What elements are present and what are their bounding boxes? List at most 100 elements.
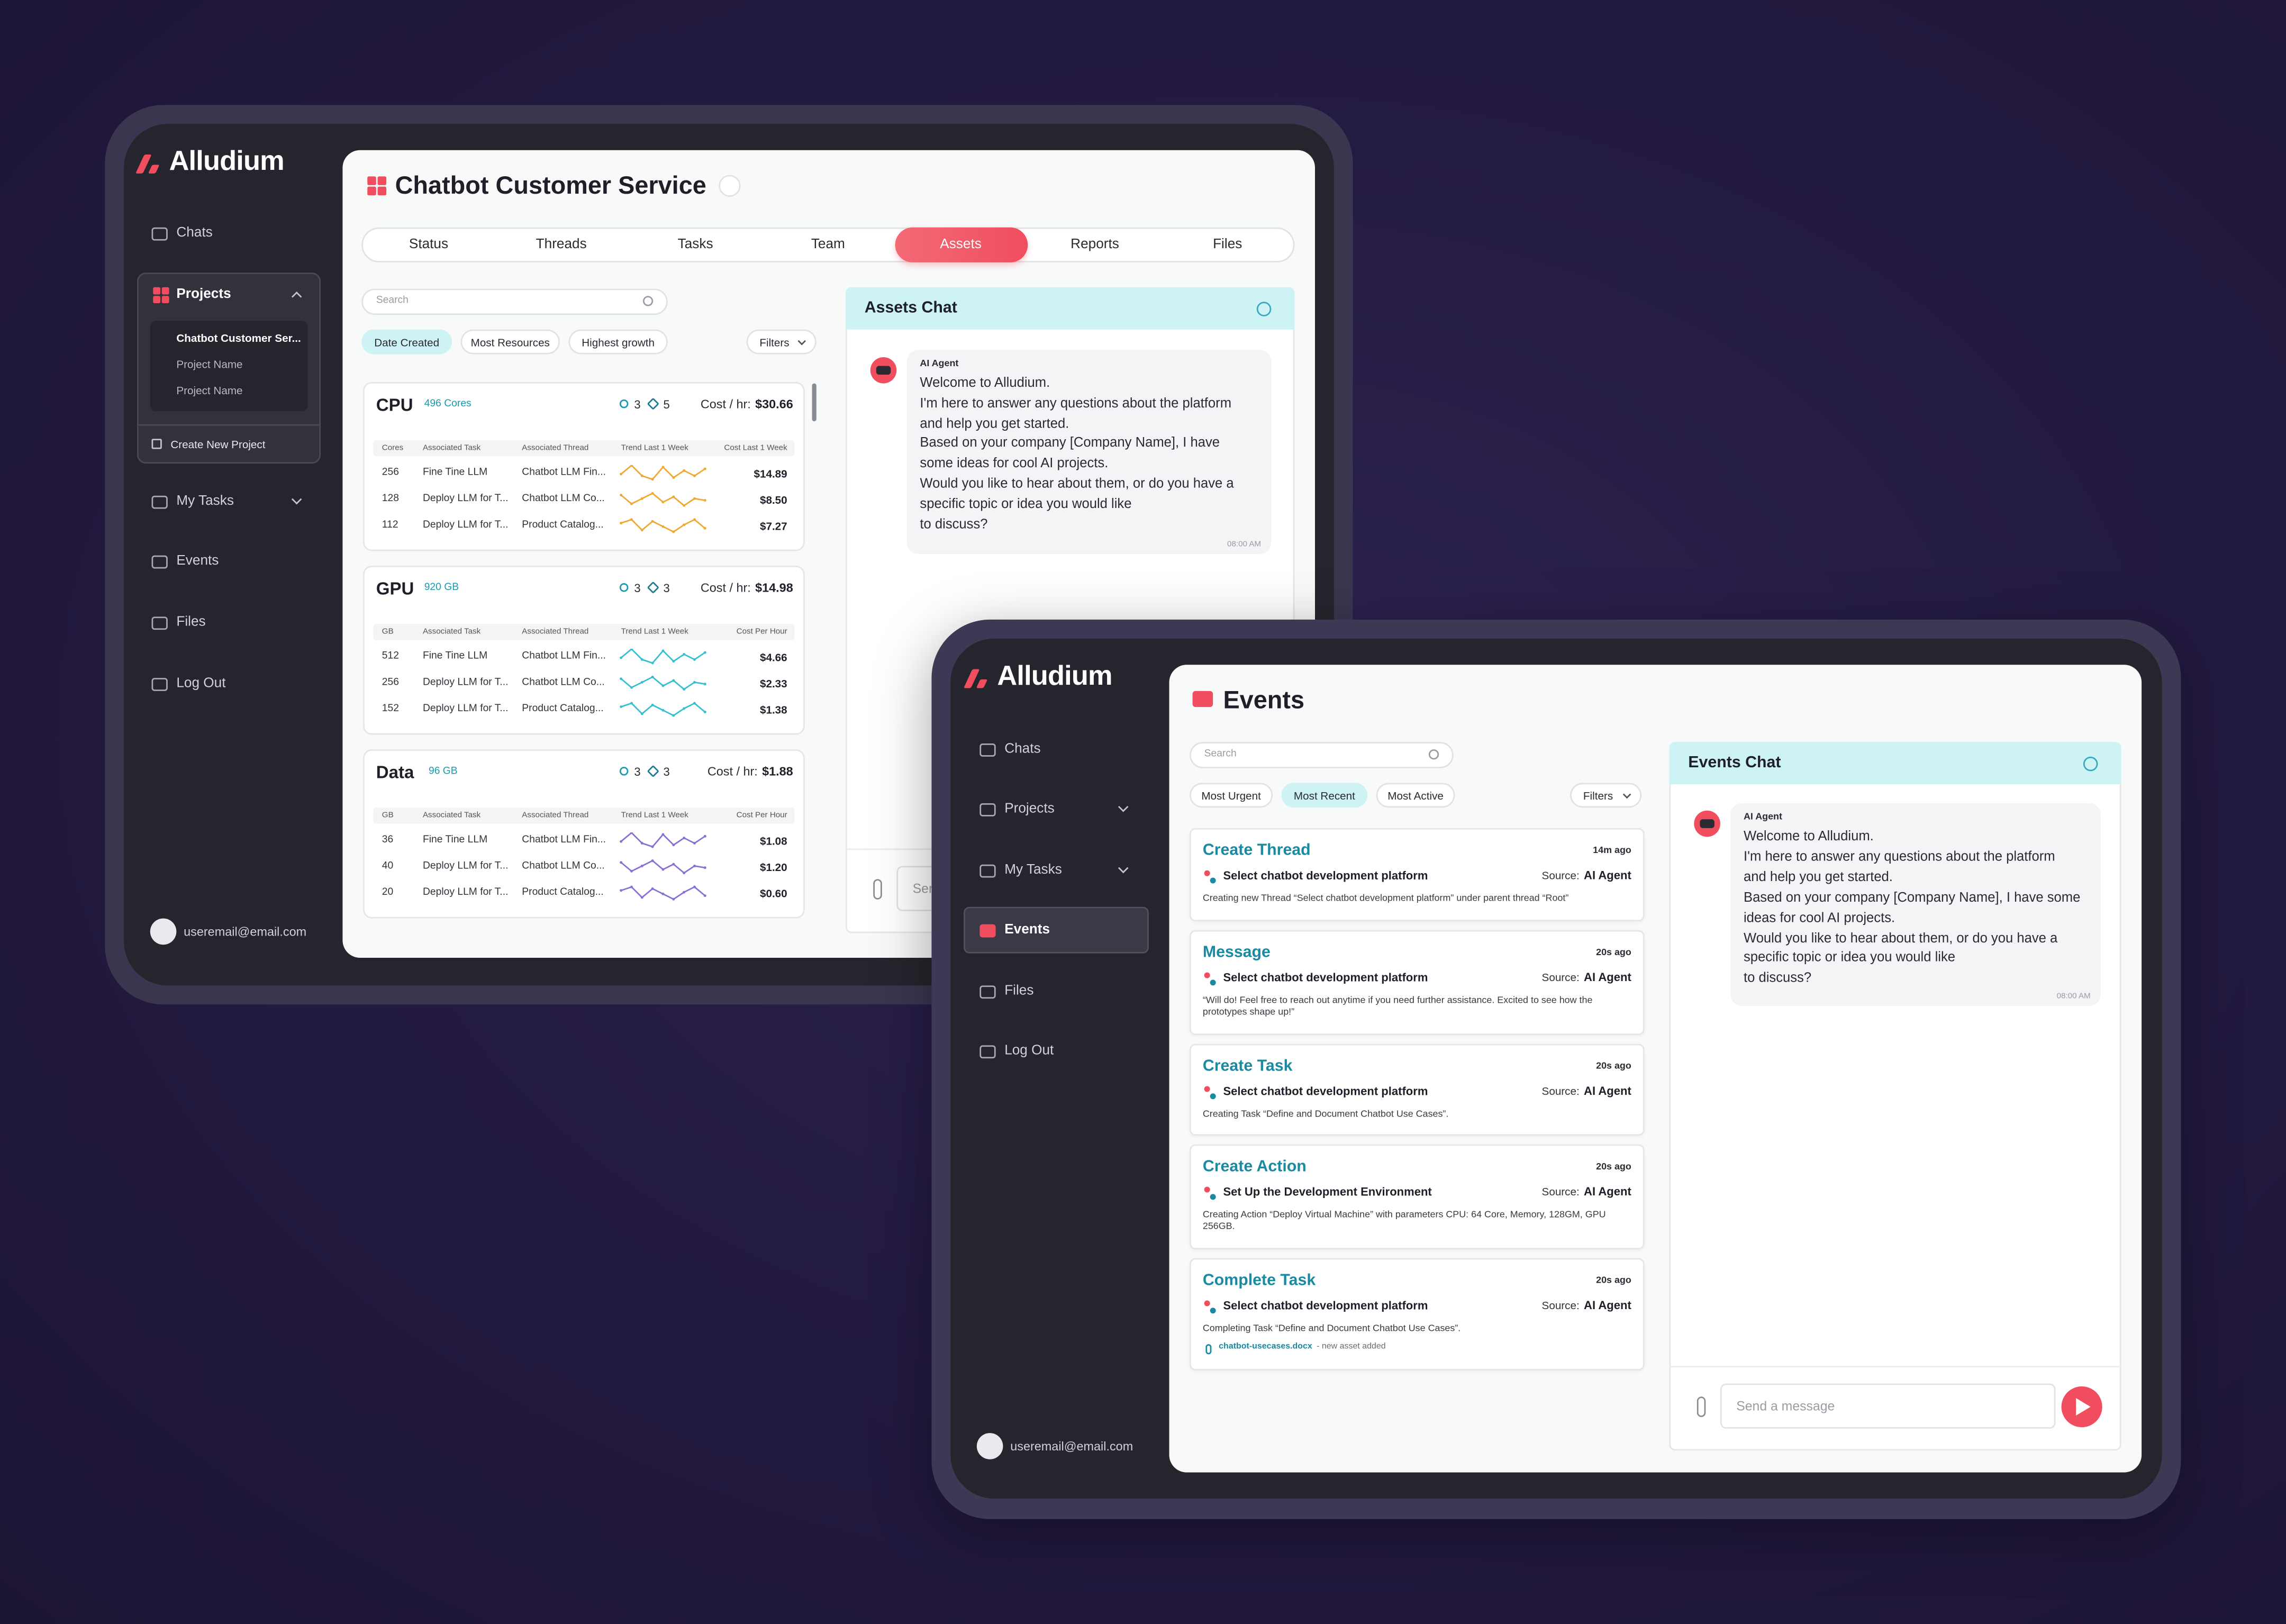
event-type[interactable]: Create Thread: [1202, 841, 1311, 859]
search-placeholder: Search: [376, 295, 409, 306]
title-icon: [1192, 691, 1213, 707]
table-cost: $2.33: [759, 677, 787, 691]
nav-item[interactable]: Events: [176, 552, 219, 569]
nav-item[interactable]: My Tasks: [176, 493, 234, 510]
cost-label: Cost / hr:: [700, 580, 751, 595]
input-placeholder: Send a message: [1736, 1399, 1835, 1414]
user-avatar: [976, 1433, 1003, 1459]
nav-item[interactable]: Log Out: [1004, 1042, 1054, 1059]
nav-item[interactable]: Events: [1004, 921, 1050, 938]
tab[interactable]: Tasks: [677, 237, 713, 253]
tab[interactable]: Reports: [1071, 237, 1119, 253]
sparkline: [620, 465, 706, 481]
search-box[interactable]: [1190, 742, 1454, 768]
event-detail: Creating Task “Define and Document Chatb…: [1202, 1109, 1449, 1120]
source-value: AI Agent: [1584, 1299, 1631, 1312]
thread-icon: [619, 399, 629, 409]
tab[interactable]: Assets: [940, 237, 982, 253]
event-source: Source: AI Agent: [1408, 1299, 1631, 1313]
sort-pill[interactable]: [1376, 783, 1455, 808]
chat-title: Assets Chat: [864, 299, 957, 317]
column-header: Trend Last 1 Week: [621, 443, 688, 452]
cost: Cost / hr: $14.98: [698, 580, 793, 595]
search-icon: [642, 296, 654, 306]
search-box[interactable]: [361, 288, 668, 315]
table-cell: 256: [382, 677, 400, 688]
event-type[interactable]: Create Task: [1202, 1057, 1293, 1075]
table-cell: Product Catalog...: [522, 887, 604, 898]
trend-line: [620, 648, 706, 664]
tab[interactable]: Threads: [536, 237, 587, 253]
nav-item[interactable]: Projects: [176, 286, 231, 303]
edit-button[interactable]: [719, 175, 741, 197]
projects-list: [150, 321, 308, 411]
nav-item[interactable]: Chats: [1004, 741, 1041, 757]
thread-count: 3: [634, 398, 641, 412]
message-line: I'm here to answer any questions about t…: [920, 395, 1232, 410]
event-type[interactable]: Complete Task: [1202, 1272, 1316, 1290]
attachment-name[interactable]: chatbot-usecases.docx: [1219, 1342, 1312, 1351]
filters-button[interactable]: [746, 329, 817, 355]
nav-item[interactable]: My Tasks: [1004, 862, 1062, 878]
sort-pill[interactable]: [1281, 783, 1368, 808]
attach-icon[interactable]: [873, 879, 882, 900]
nav-item[interactable]: Files: [1004, 983, 1034, 1000]
trend-line: [621, 702, 706, 716]
nav-item[interactable]: Files: [176, 614, 206, 630]
attachment-note: - new asset added: [1317, 1342, 1386, 1351]
attach-icon[interactable]: [1697, 1396, 1706, 1417]
event-card: [1190, 1044, 1645, 1136]
sort-pill[interactable]: [568, 329, 668, 355]
event-subject: Select chatbot development platform: [1223, 1299, 1428, 1313]
send-button[interactable]: [2061, 1386, 2102, 1428]
nav-item[interactable]: Chats: [176, 225, 213, 241]
message-line: Welcome to Alludium.: [1743, 829, 1874, 843]
sparkline: [620, 702, 706, 717]
page-title: Events: [1223, 686, 1305, 714]
project-item[interactable]: Project Name: [176, 358, 243, 371]
create-project[interactable]: Create New Project: [170, 438, 266, 451]
message-line: Based on your company [Company Name], I …: [920, 436, 1220, 450]
sort-pill[interactable]: [1190, 783, 1273, 808]
event-detail: “Will do! Feel free to reach out anytime…: [1202, 995, 1593, 1019]
project-item[interactable]: Chatbot Customer Ser...: [176, 331, 301, 345]
sparkline: [620, 518, 706, 533]
message-line: to discuss?: [920, 516, 988, 531]
icon: [979, 742, 996, 756]
nav-item[interactable]: Projects: [1004, 801, 1055, 817]
source-label: Source:: [1541, 1299, 1580, 1312]
filters-button[interactable]: [1570, 783, 1642, 808]
event-type[interactable]: Message: [1202, 943, 1271, 961]
column-header: Cost Per Hour: [736, 811, 787, 820]
source-label: Source:: [1541, 970, 1580, 984]
info-icon[interactable]: [2083, 756, 2098, 772]
project-item[interactable]: Project Name: [176, 384, 243, 397]
nav-item[interactable]: Log Out: [176, 675, 226, 692]
message-line: and help you get started.: [920, 415, 1069, 430]
sort-pill[interactable]: [361, 329, 452, 355]
column-header: Associated Thread: [522, 627, 589, 636]
sort-pill[interactable]: [460, 329, 560, 355]
table-cost: $8.50: [759, 493, 787, 507]
icon: [151, 615, 168, 629]
source-label: Source:: [1541, 1185, 1580, 1199]
tab[interactable]: Team: [811, 237, 845, 253]
icon: [151, 677, 168, 691]
column-header: Associated Task: [422, 443, 481, 452]
sender: AI Agent: [920, 359, 959, 369]
table-cell: 40: [382, 861, 394, 872]
divider: [138, 424, 320, 426]
table-header: [373, 808, 795, 824]
title-icon: [377, 176, 387, 185]
event-detail: Creating new Thread “Select chatbot deve…: [1202, 893, 1569, 904]
chat-header: [845, 287, 1295, 330]
event-type[interactable]: Create Action: [1202, 1158, 1307, 1176]
info-icon[interactable]: [1256, 302, 1272, 316]
tab[interactable]: Files: [1213, 237, 1242, 253]
asset-size: 920 GB: [424, 583, 459, 593]
message-input[interactable]: [1720, 1383, 2056, 1429]
tab[interactable]: Status: [409, 237, 449, 253]
cost-label: Cost / hr:: [700, 396, 751, 411]
cost-value: $14.98: [755, 580, 793, 595]
